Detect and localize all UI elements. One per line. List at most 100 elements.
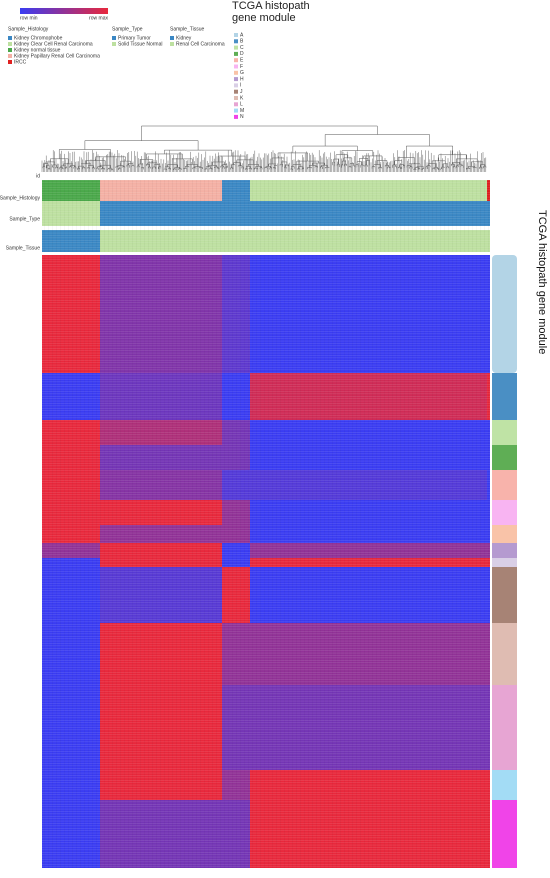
- legend-swatch: [170, 36, 174, 40]
- module-swatch: [234, 33, 238, 37]
- module-label: F: [240, 64, 243, 70]
- module-label: H: [240, 76, 244, 82]
- legend-title: Sample_Type: [112, 26, 143, 32]
- dendrogram-branch: [398, 166, 402, 169]
- module-swatch: [234, 114, 238, 119]
- module-bar: [492, 770, 517, 800]
- module-label: A: [240, 32, 244, 38]
- module-label: B: [240, 39, 244, 45]
- colorbar-min: row min: [20, 15, 38, 21]
- dendrogram-branch: [84, 140, 199, 151]
- module-swatch: [234, 58, 238, 63]
- dendrogram-branch: [214, 166, 219, 168]
- module-label: L: [240, 102, 243, 108]
- module-label: D: [240, 51, 244, 57]
- legend-swatch: [112, 42, 116, 46]
- module-label: E: [240, 58, 244, 64]
- dendrogram-branch: [324, 134, 430, 147]
- module-swatch: [234, 45, 238, 50]
- module-swatch: [234, 102, 238, 107]
- dendrogram-branch: [296, 168, 301, 171]
- module-label: I: [240, 83, 241, 89]
- dendrogram-branch: [320, 166, 323, 170]
- dendrogram-branch: [92, 167, 95, 170]
- track-label: Sample_Tissue: [6, 245, 40, 251]
- dendrogram-branch: [364, 164, 368, 167]
- module-bar: [492, 800, 517, 868]
- dendrogram-branch: [359, 158, 369, 162]
- module-swatch: [234, 77, 238, 82]
- dendrogram-branch: [360, 164, 364, 168]
- dendrogram-branch: [335, 154, 349, 160]
- module-title: TCGA histopath gene module: [232, 0, 310, 24]
- colorbar-max: row max: [89, 15, 108, 21]
- dendrogram-branch: [77, 168, 80, 170]
- dendrogram-branch: [173, 168, 177, 171]
- dendrogram-branch: [343, 157, 353, 164]
- dendrogram-branch: [438, 154, 467, 161]
- module-bar: [492, 500, 517, 525]
- legend-swatch: [170, 42, 174, 46]
- module-bar: [492, 373, 517, 420]
- heatmap-texture: [42, 255, 490, 868]
- dendrogram-branch: [292, 145, 358, 153]
- legend-label: Kidney: [176, 35, 192, 41]
- legend-title: Sample_Tissue: [170, 26, 204, 32]
- dendrogram-branch: [479, 166, 483, 170]
- dendrogram-branch: [394, 160, 403, 165]
- legend-label: Kidney Clear Cell Renal Carcinoma: [14, 41, 93, 47]
- module-bar: [492, 623, 517, 685]
- legend-title: Sample_Histology: [8, 26, 49, 32]
- dendrogram-branch: [58, 149, 111, 159]
- legend-swatch: [8, 36, 12, 40]
- module-bar: [492, 525, 517, 543]
- dendrogram-branch: [64, 167, 68, 170]
- dendrogram-branch: [277, 152, 308, 162]
- legend-label: Solid Tissue Normal: [118, 41, 162, 47]
- side-label: TCGA histopath gene module: [536, 210, 548, 355]
- dendrogram-branch: [324, 166, 330, 169]
- dendrogram-branch: [97, 166, 104, 169]
- legend-swatch: [8, 42, 12, 46]
- module-label: J: [240, 89, 243, 95]
- legend-label: Primary Tumor: [118, 35, 151, 41]
- track-label: Sample_Histology: [0, 195, 40, 201]
- legend-label: Kidney normal tissue: [14, 47, 61, 53]
- dendrogram-branch: [164, 149, 233, 157]
- legend-label: Renal Cell Carcinoma: [176, 41, 225, 47]
- dendrogram-branch: [172, 158, 193, 165]
- dendrogram-branch: [100, 168, 105, 170]
- dendrogram-branch: [146, 153, 183, 160]
- dendrogram-branch: [146, 164, 150, 167]
- legend-swatch: [8, 60, 12, 64]
- legend-swatch: [8, 48, 12, 52]
- colorbar: [20, 8, 108, 14]
- module-bar: [492, 445, 517, 470]
- module-swatch: [234, 64, 238, 69]
- dendrogram-branch: [220, 165, 224, 168]
- dendrogram-branch: [421, 168, 425, 171]
- module-bar: [492, 558, 517, 567]
- module-swatch: [234, 96, 238, 100]
- module-label: G: [240, 70, 244, 76]
- dendrogram-branch: [184, 166, 190, 169]
- module-bar: [492, 470, 517, 500]
- dendrogram-branch: [441, 166, 445, 169]
- dendrogram-branch: [73, 166, 77, 169]
- dendrogram-branch: [141, 125, 378, 141]
- module-swatch: [234, 70, 238, 75]
- legend-swatch: [112, 36, 116, 40]
- legend-label: IRCC: [14, 59, 27, 65]
- module-label: N: [240, 114, 244, 120]
- dendrogram-branch: [341, 150, 374, 156]
- module-bar: [492, 543, 517, 558]
- module-label: C: [240, 45, 244, 51]
- legend-swatch: [8, 54, 12, 58]
- track-label: id: [36, 173, 40, 179]
- dendrogram-branch: [221, 164, 228, 167]
- dendrogram-branch: [204, 168, 208, 170]
- module-swatch: [234, 89, 238, 94]
- module-swatch: [234, 51, 238, 56]
